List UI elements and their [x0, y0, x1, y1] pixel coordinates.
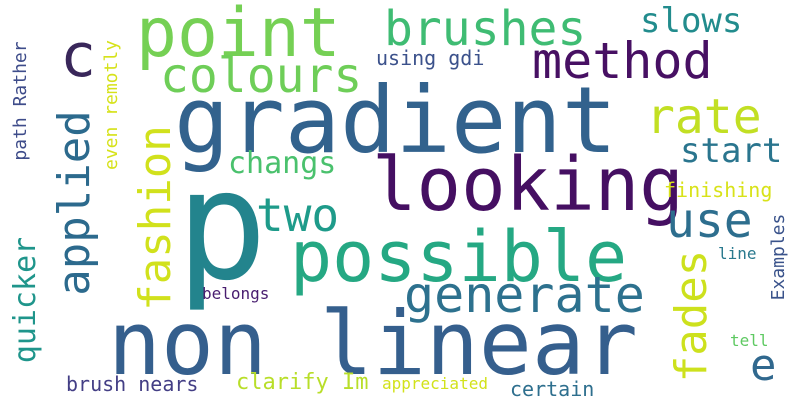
word-line: line	[718, 244, 757, 263]
word-tell: tell	[730, 331, 769, 350]
word-slows: slows	[640, 1, 743, 41]
word-possible: possible	[290, 216, 628, 298]
word-c: c	[60, 21, 97, 91]
word-non-linear: non linear	[108, 292, 638, 395]
word-applied: applied	[49, 110, 100, 296]
word-two: two	[256, 188, 340, 242]
word-looking: looking	[372, 142, 684, 228]
word-belongs: belongs	[202, 284, 270, 303]
word-colours: colours	[160, 48, 363, 104]
word-p: p	[176, 137, 268, 314]
word-path-rather: path Rather	[10, 41, 31, 161]
word-even-remotly: even remotly	[101, 39, 122, 171]
word-rate: rate	[646, 89, 762, 145]
word-fades: fades	[666, 249, 717, 383]
word-generate: generate	[404, 266, 645, 324]
word-using-gdi: using gdi	[376, 46, 485, 70]
word-brush-nears: brush nears	[66, 372, 199, 396]
word-clarify-im: clarify Im	[236, 370, 369, 395]
word-gradient: gradient	[174, 67, 618, 174]
word-point: point	[136, 0, 341, 73]
word-use: use	[666, 193, 753, 249]
word-start: start	[680, 131, 783, 171]
word-finishing: finishing	[664, 178, 773, 202]
word-brushes: brushes	[384, 1, 587, 57]
word-appreciated: appreciated	[382, 374, 488, 393]
word-examples: Examples	[768, 213, 789, 301]
word-method: method	[532, 32, 713, 90]
word-quicker: quicker	[8, 236, 43, 364]
word-fashion: fashion	[130, 125, 181, 311]
word-e: e	[750, 340, 777, 391]
word-changs: changs	[228, 146, 337, 181]
word-certain: certain	[510, 377, 595, 400]
